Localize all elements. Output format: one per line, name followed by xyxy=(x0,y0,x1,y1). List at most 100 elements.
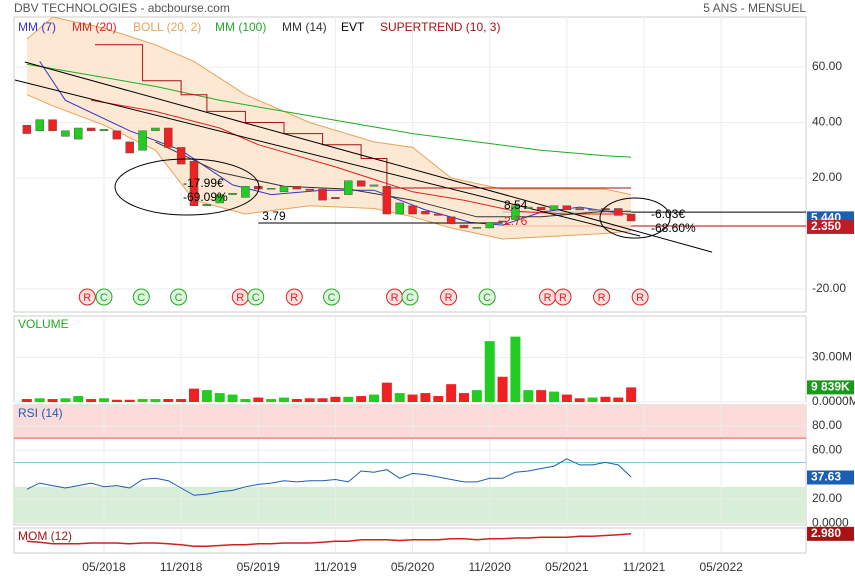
legend-entry: EVT xyxy=(341,20,365,34)
candle xyxy=(176,147,186,165)
candle xyxy=(601,208,610,211)
candle xyxy=(125,141,134,154)
value-badge xyxy=(807,526,854,541)
volume-bar xyxy=(266,399,277,402)
candle xyxy=(382,186,392,215)
event-label: R xyxy=(445,292,453,304)
trendline xyxy=(14,79,641,237)
event-label: C xyxy=(137,292,145,304)
event-label: C xyxy=(252,292,260,304)
candle xyxy=(344,180,353,195)
indicator-line xyxy=(155,141,632,218)
candle xyxy=(279,186,289,193)
volume-bar xyxy=(600,396,611,402)
event-label: R xyxy=(391,292,399,304)
zone xyxy=(14,405,806,439)
candle xyxy=(215,194,224,204)
event-marker xyxy=(132,288,150,306)
candle xyxy=(228,192,237,195)
rsi-line xyxy=(26,458,632,496)
x-tick-label: 05/2019 xyxy=(237,560,281,574)
volume-bar xyxy=(176,399,187,402)
legend-entry: MM (7) xyxy=(18,20,56,34)
panel-title: VOLUME xyxy=(18,317,69,331)
volume-bar xyxy=(227,394,238,402)
event-marker xyxy=(170,288,188,306)
volume-bar xyxy=(497,376,508,402)
candle xyxy=(434,213,443,216)
y-tick-label: 20.00 xyxy=(812,170,842,184)
panel-title: RSI (14) xyxy=(18,406,63,420)
legend-entry: MM (20) xyxy=(72,20,117,34)
volume-bar xyxy=(163,399,174,402)
value-badge-label: 2.980 xyxy=(811,526,841,540)
x-tick-label: 11/2021 xyxy=(623,560,666,574)
volume-bar xyxy=(510,336,521,402)
volume-bar xyxy=(253,397,264,402)
candle xyxy=(189,161,199,206)
event-label: R xyxy=(236,292,244,304)
legend-entry: MM (100) xyxy=(215,20,266,34)
x-tick-label: 05/2021 xyxy=(545,560,589,574)
y-tick-label: 60.00 xyxy=(812,442,842,456)
volume-bar xyxy=(343,396,354,402)
candle xyxy=(511,205,520,220)
volume-bar xyxy=(523,390,534,402)
y-tick-label: 80.00 xyxy=(812,418,842,432)
event-label: C xyxy=(328,292,336,304)
volume-bar xyxy=(189,388,199,402)
volume-bar xyxy=(279,397,289,402)
volume-bar xyxy=(446,384,457,402)
x-tick-label: 05/2020 xyxy=(391,560,435,574)
candle xyxy=(61,130,70,137)
event-marker xyxy=(631,288,649,306)
candle xyxy=(318,188,327,201)
candle xyxy=(549,205,559,211)
candle xyxy=(99,129,109,132)
event-marker xyxy=(285,288,303,306)
value-badge-label: 37.63 xyxy=(811,470,841,484)
volume-bar xyxy=(574,398,585,402)
event-marker xyxy=(78,288,96,306)
value-badge xyxy=(807,219,854,234)
indicator-line xyxy=(95,44,632,189)
zone xyxy=(14,486,806,524)
volume-bar xyxy=(47,399,58,402)
volume-bar xyxy=(291,399,302,402)
event-label: R xyxy=(290,292,298,304)
volume-bar xyxy=(433,396,444,402)
candle xyxy=(254,186,263,190)
volume-bar xyxy=(150,399,161,402)
y-tick-label: 20.00 xyxy=(812,491,842,505)
candle xyxy=(48,119,57,132)
volume-bar xyxy=(240,399,251,402)
volume-bar xyxy=(484,341,495,402)
candle xyxy=(485,222,494,229)
candle xyxy=(459,224,469,229)
y-tick-label: -20.00 xyxy=(812,281,846,295)
candle xyxy=(472,227,482,229)
candle xyxy=(588,209,597,211)
candle xyxy=(536,206,546,211)
candle xyxy=(575,208,584,211)
volume-bar xyxy=(381,382,392,402)
volume-bar xyxy=(73,396,84,402)
event-label: R xyxy=(544,292,552,304)
annotation: 2.76 xyxy=(504,214,528,228)
volume-bar xyxy=(86,399,97,402)
candle xyxy=(202,204,212,206)
event-marker xyxy=(593,288,611,306)
event-label: R xyxy=(636,292,644,304)
candle xyxy=(395,202,404,215)
bollinger-lower xyxy=(26,94,632,240)
volume-bar xyxy=(613,397,624,402)
candle xyxy=(164,127,173,148)
volume-bar xyxy=(394,393,405,402)
candle xyxy=(86,127,96,132)
event-label: R xyxy=(559,292,567,304)
volume-bar xyxy=(137,399,148,402)
legend-entry: MM (14) xyxy=(282,20,327,34)
candle xyxy=(305,188,314,191)
